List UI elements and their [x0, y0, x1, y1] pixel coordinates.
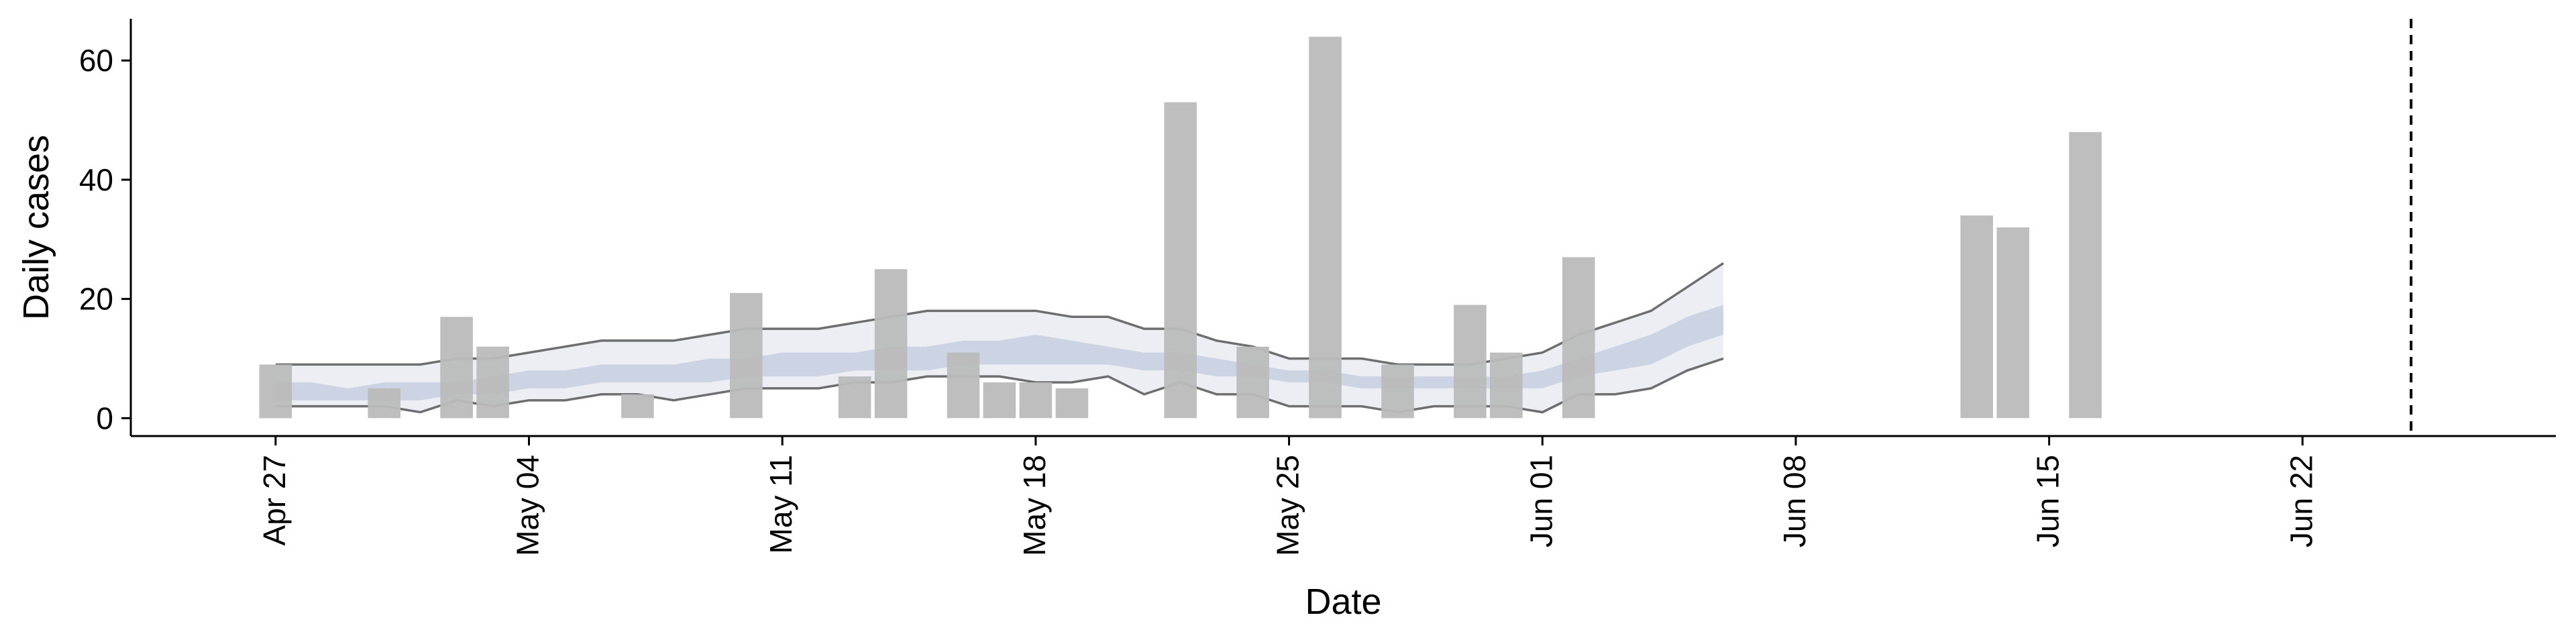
x-tick-label: May 11: [763, 455, 798, 553]
x-tick-label: Jun 01: [1523, 455, 1558, 547]
bar: [1236, 346, 1269, 419]
x-tick-label: Jun 15: [2031, 455, 2065, 547]
bar: [838, 376, 871, 419]
y-axis-title: Daily cases: [16, 135, 56, 320]
inner-estimate-band: [275, 305, 1723, 400]
plot-area: [259, 19, 2413, 436]
bar: [874, 269, 908, 419]
bar: [476, 346, 509, 419]
y-tick-label: 40: [79, 162, 113, 197]
bar: [947, 352, 980, 419]
x-tick-label: May 18: [1017, 455, 1052, 556]
bar: [1164, 102, 1197, 419]
bar-layer: [259, 36, 2102, 419]
bar: [1562, 257, 1595, 419]
axes: 0 20 40 60 Apr 27 May 04 May 11 May 18 May 25 Ju…: [79, 19, 2556, 556]
bar: [1019, 382, 1053, 419]
bar: [1454, 305, 1487, 419]
x-tick-label: May 25: [1271, 455, 1305, 556]
bar: [259, 364, 292, 419]
y-tick-label: 60: [79, 43, 113, 78]
x-tick-label: May 04: [511, 455, 545, 556]
bar: [621, 394, 654, 419]
bar: [440, 317, 473, 419]
x-tick-label: Jun 22: [2284, 455, 2318, 547]
bar: [2069, 131, 2102, 419]
x-axis-title: Date: [1305, 582, 1381, 622]
y-tick-label: 0: [96, 400, 113, 435]
bar: [730, 292, 763, 419]
bar: [368, 388, 400, 419]
y-tick-label: 20: [79, 282, 113, 317]
bar: [1381, 364, 1414, 419]
bar: [1490, 352, 1523, 419]
bar: [1309, 36, 1342, 419]
x-tick-label: Jun 08: [1777, 455, 1812, 547]
estimate-band-layer: [275, 262, 1724, 414]
bar: [1960, 215, 1993, 419]
bar: [983, 382, 1016, 419]
x-tick-label: Apr 27: [257, 455, 292, 546]
bar: [1055, 388, 1089, 419]
x-axis-ticks: Apr 27 May 04 May 11 May 18 May 25 Jun 01 Jun …: [257, 436, 2318, 556]
bar: [1996, 227, 2029, 419]
y-axis-ticks: 0 20 40 60: [79, 43, 131, 435]
